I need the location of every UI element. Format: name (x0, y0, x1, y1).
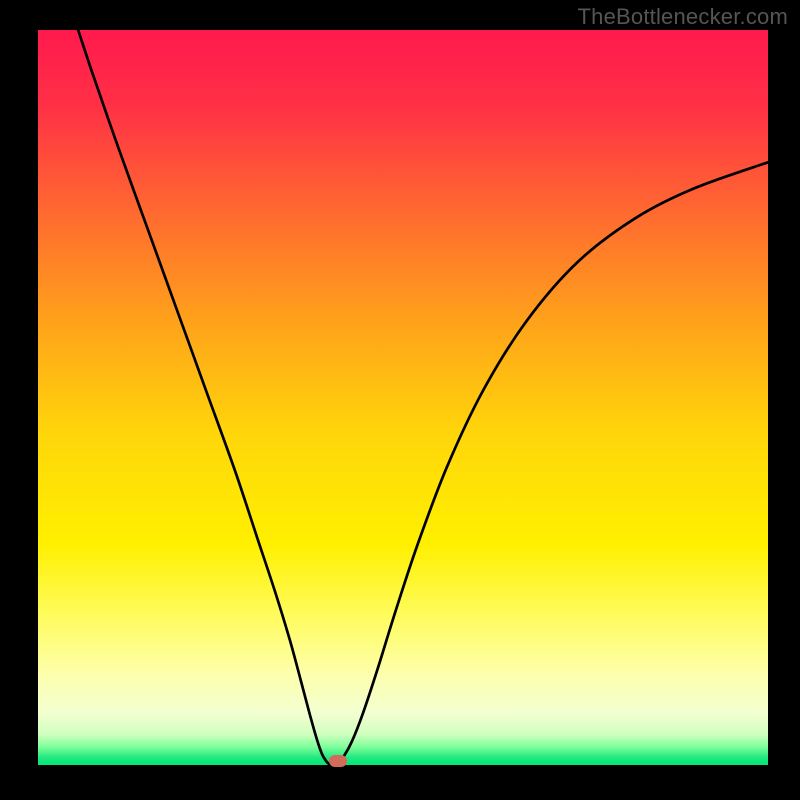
optimal-point-marker (329, 755, 347, 767)
chart-plot-area (38, 30, 768, 765)
bottleneck-curve (38, 30, 768, 765)
watermark-text: TheBottlenecker.com (578, 4, 788, 30)
